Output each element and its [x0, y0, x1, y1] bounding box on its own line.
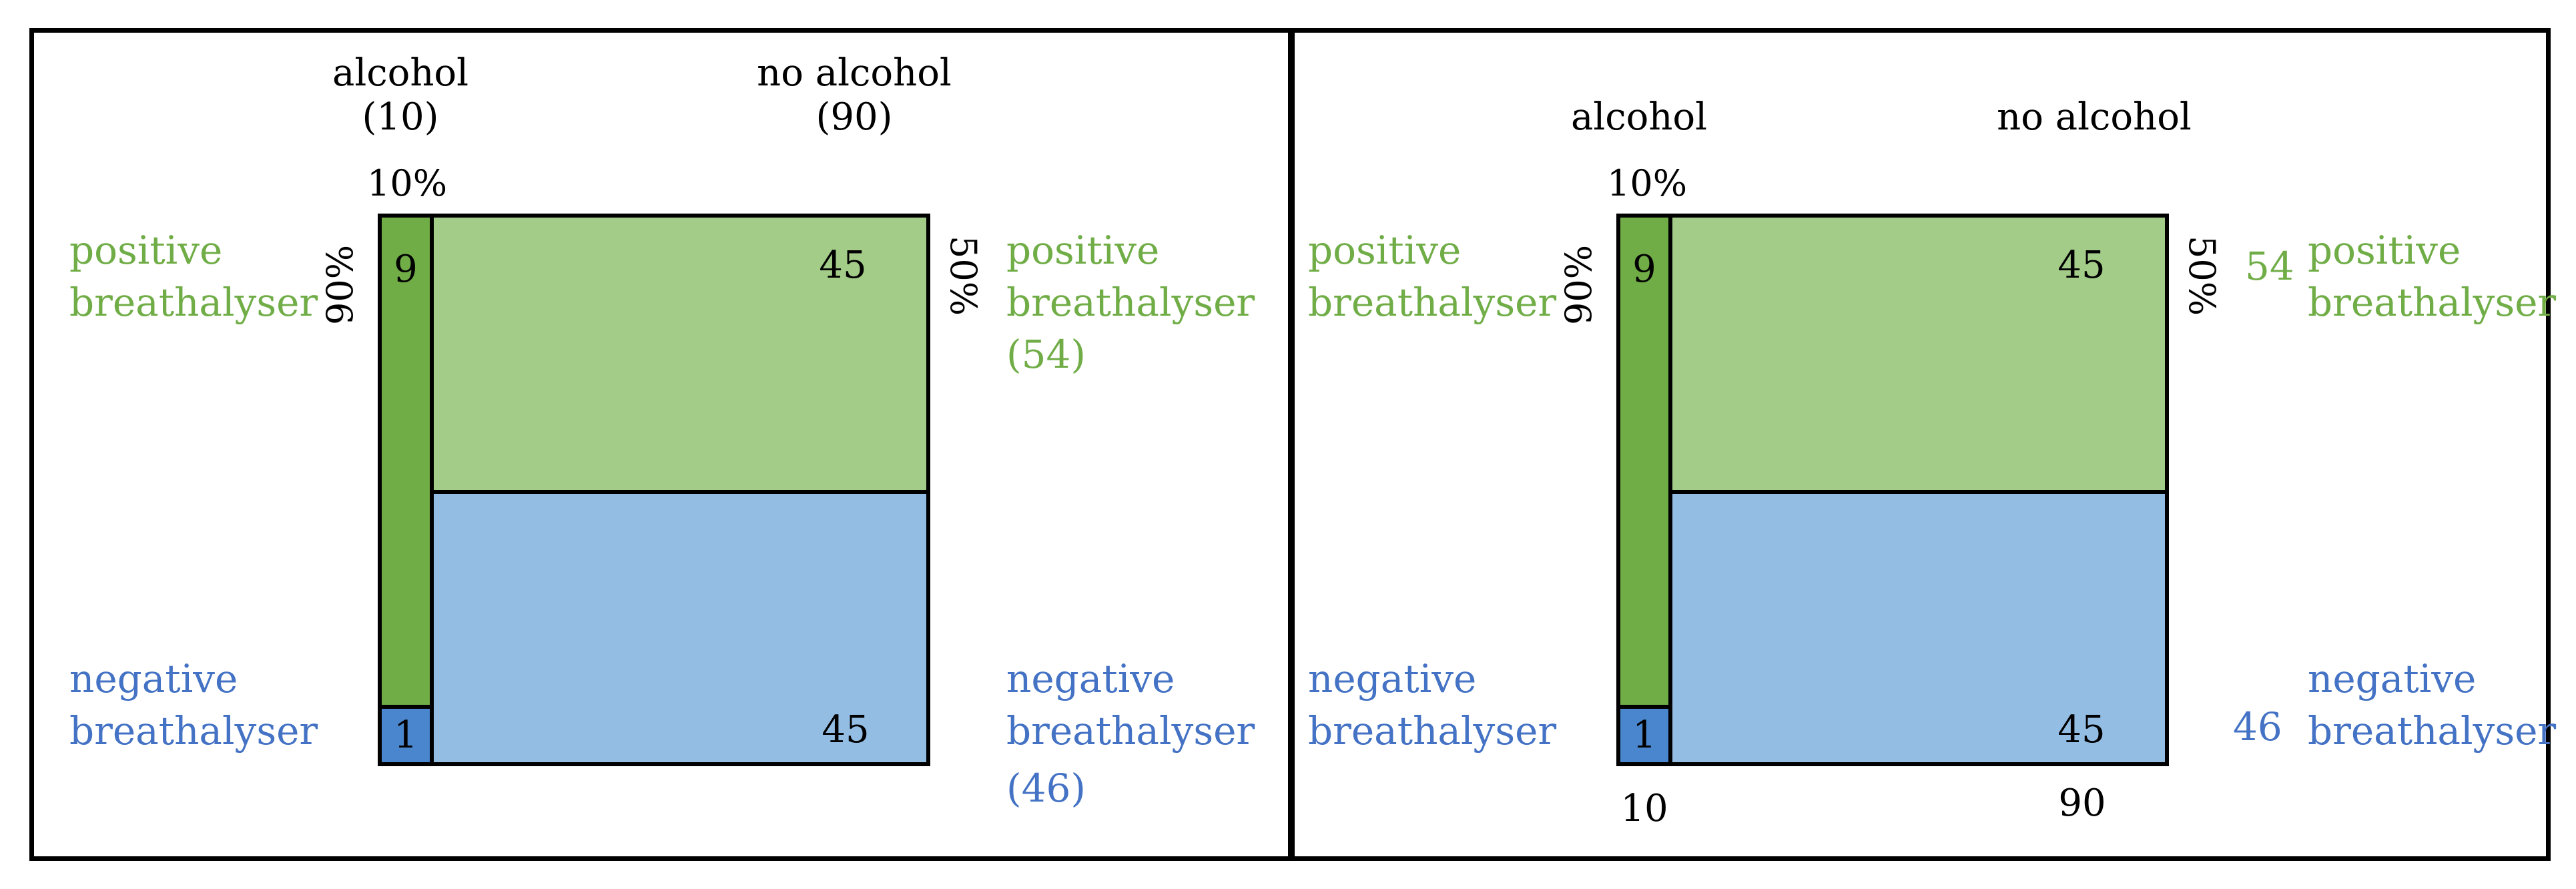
cell-no-alcohol-positive — [1668, 214, 2169, 494]
left-label-negative: negative breathalyser — [69, 653, 318, 757]
alcohol-positive-rate-label: 90% — [319, 244, 361, 325]
row-total-positive: (54) — [1006, 332, 1086, 377]
alcohol-share-label: 10% — [366, 162, 448, 204]
left-label-positive-line1: positive — [69, 228, 223, 273]
left-label-negative: negative breathalyser — [1308, 653, 1556, 757]
right-panel-frame — [1288, 28, 2551, 861]
row-total-negative: 46 — [2233, 704, 2282, 750]
right-label-positive-line1: positive — [1006, 228, 1160, 273]
cell-value-no-alcohol-negative: 45 — [822, 708, 870, 752]
alcohol-positive-rate-label: 90% — [1558, 244, 1600, 325]
column-total-alcohol: (10) — [362, 95, 439, 139]
column-total-no-alcohol: 90 — [2058, 782, 2106, 825]
left-label-positive-line2: breathalyser — [69, 280, 318, 325]
right-label-positive-line2: breathalyser — [1006, 280, 1255, 325]
cell-value-alcohol-positive: 9 — [394, 248, 418, 291]
left-label-negative-line2: breathalyser — [1308, 708, 1557, 754]
column-total-no-alcohol: (90) — [816, 95, 893, 139]
alcohol-share-label: 10% — [1606, 162, 1688, 204]
right-label-positive-line1: positive — [2308, 228, 2461, 273]
right-label-negative: negative breathalyser (46) — [1006, 653, 1255, 814]
cell-value-alcohol-negative: 1 — [394, 713, 418, 757]
left-label-positive: positive breathalyser — [69, 224, 318, 328]
left-label-positive: positive breathalyser — [1308, 224, 1556, 328]
cell-value-alcohol-negative: 1 — [1632, 713, 1656, 757]
cell-value-no-alcohol-negative: 45 — [2057, 708, 2106, 752]
right-label-positive: positive breathalyser — [2308, 224, 2556, 328]
cell-value-no-alcohol-positive: 45 — [2057, 244, 2106, 287]
right-label-negative-line1: negative — [1006, 656, 1175, 701]
left-label-positive-line1: positive — [1308, 228, 1462, 273]
row-total-negative: (46) — [1006, 766, 1086, 811]
left-label-negative-line1: negative — [1308, 656, 1477, 701]
column-header-no-alcohol: no alcohol — [1997, 95, 2192, 139]
right-label-negative-line2: breathalyser — [2308, 708, 2557, 754]
no-alcohol-positive-rate-label: 50% — [942, 236, 984, 316]
right-label-negative-line2: breathalyser — [1006, 708, 1255, 754]
cell-no-alcohol-negative — [430, 490, 930, 766]
row-total-positive: 54 — [2245, 244, 2294, 289]
right-label-negative-line1: negative — [2308, 656, 2477, 701]
cell-no-alcohol-negative — [1668, 490, 2169, 766]
left-label-negative-line2: breathalyser — [69, 708, 318, 754]
cell-alcohol-negative — [378, 705, 434, 766]
cell-alcohol-negative — [1616, 705, 1672, 766]
cell-alcohol-positive — [1616, 214, 1672, 709]
column-total-alcohol: 10 — [1620, 787, 1668, 830]
right-label-positive: positive breathalyser (54) — [1006, 224, 1255, 380]
column-header-alcohol: alcohol — [332, 51, 469, 95]
column-header-alcohol: alcohol — [1570, 95, 1708, 139]
left-label-negative-line1: negative — [69, 656, 238, 701]
column-header-no-alcohol: no alcohol — [757, 51, 952, 95]
left-label-positive-line2: breathalyser — [1308, 280, 1557, 325]
no-alcohol-positive-rate-label: 50% — [2181, 236, 2223, 316]
cell-value-no-alcohol-positive: 45 — [819, 244, 867, 287]
cell-value-alcohol-positive: 9 — [1632, 248, 1656, 291]
right-label-positive-line2: breathalyser — [2308, 280, 2557, 325]
right-label-negative: negative breathalyser — [2308, 653, 2556, 757]
